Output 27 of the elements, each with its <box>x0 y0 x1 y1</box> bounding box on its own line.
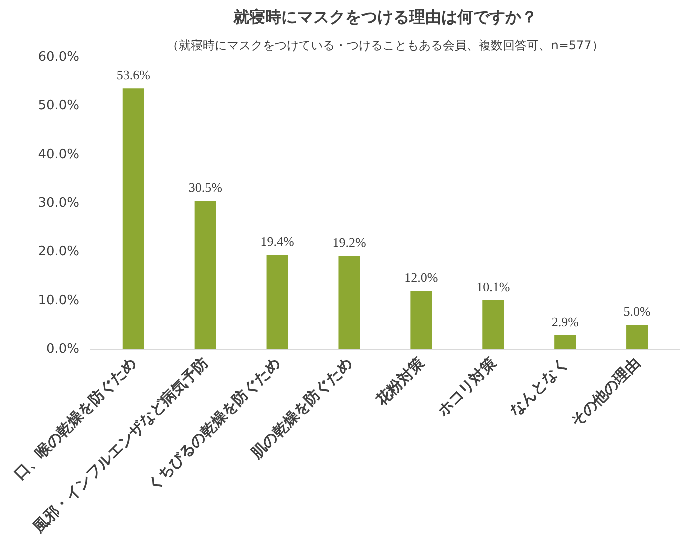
bar <box>482 300 504 350</box>
data-label: 30.5% <box>188 180 223 196</box>
data-label: 19.2% <box>332 235 366 250</box>
bar <box>194 201 216 350</box>
bar <box>122 88 144 350</box>
y-tick-label: 10.0% <box>38 293 80 308</box>
data-label: 2.9% <box>552 314 580 330</box>
chart-title: 就寝時にマスクをつける理由は何ですか？ <box>232 8 538 26</box>
bar <box>554 335 576 350</box>
x-tick-label: ホコリ対策 <box>433 353 500 421</box>
y-tick-label: 40.0% <box>38 147 80 162</box>
bar <box>410 291 432 350</box>
y-tick-label: 60.0% <box>38 50 80 65</box>
chart-subtitle: （就寝時にマスクをつけている・つけることもある会員、複数回答可、n=577） <box>167 38 604 52</box>
y-tick-label: 30.0% <box>38 196 80 211</box>
x-tick-label: 花粉対策 <box>372 353 429 410</box>
data-label: 10.1% <box>476 279 510 294</box>
y-tick-label: 50.0% <box>38 98 80 114</box>
data-label: 5.0% <box>624 304 652 320</box>
data-label: 53.6% <box>116 68 151 83</box>
y-tick-label: 20.0% <box>38 244 80 260</box>
bar <box>266 255 288 350</box>
bar <box>626 325 648 350</box>
y-tick-label: 0.0% <box>46 342 80 357</box>
data-label: 19.4% <box>260 234 295 250</box>
bar <box>338 256 360 350</box>
data-label: 12.0% <box>404 270 438 286</box>
